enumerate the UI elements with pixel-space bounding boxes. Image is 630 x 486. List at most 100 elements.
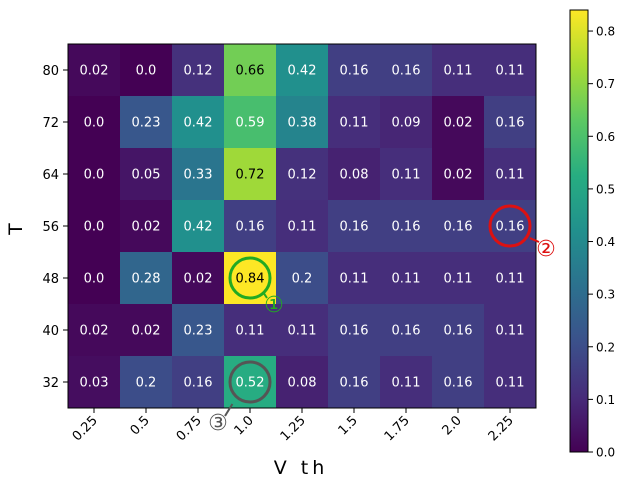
cell-value-label: 0.16 xyxy=(184,376,213,391)
cell-value-label: 0.0 xyxy=(84,116,105,131)
cell-value-label: 0.66 xyxy=(236,64,265,79)
cell-value-label: 0.11 xyxy=(392,376,421,391)
heatmap-cell xyxy=(484,304,537,357)
cell-value-label: 0.84 xyxy=(236,272,265,287)
heatmap-cell xyxy=(172,200,225,253)
heatmap-cell xyxy=(224,96,277,149)
heatmap-cell xyxy=(172,96,225,149)
cell-value-label: 0.16 xyxy=(496,220,525,235)
heatmap-cell xyxy=(328,356,381,409)
cell-value-label: 0.11 xyxy=(444,64,473,79)
heatmap-cell xyxy=(68,304,121,357)
cell-value-label: 0.02 xyxy=(444,168,473,183)
cell-value-label: 0.42 xyxy=(184,116,213,131)
x-tick-label: 0.5 xyxy=(128,413,153,438)
cell-value-label: 0.0 xyxy=(84,272,105,287)
annotation-leader-line xyxy=(529,237,540,243)
cell-value-label: 0.16 xyxy=(392,64,421,79)
x-tick-label: 1.5 xyxy=(336,413,361,438)
heatmap-cell xyxy=(484,96,537,149)
heatmap-cell xyxy=(120,148,173,201)
cell-value-label: 0.08 xyxy=(288,376,317,391)
heatmap-cells xyxy=(68,44,537,409)
cell-value-label: 0.03 xyxy=(80,376,109,391)
heatmap-cell xyxy=(276,304,329,357)
colorbar-tick-label: 0.3 xyxy=(596,288,615,302)
heatmap-cell xyxy=(120,356,173,409)
colorbar-tick-label: 0.6 xyxy=(596,130,615,144)
cell-value-label: 0.11 xyxy=(392,168,421,183)
cell-value-label: 0.11 xyxy=(288,220,317,235)
cell-value-label: 0.11 xyxy=(340,116,369,131)
cell-value-label: 0.05 xyxy=(132,168,161,183)
heatmap-cell xyxy=(224,356,277,409)
x-tick-label: 1.0 xyxy=(232,413,257,438)
colorbar-tick-label: 0.0 xyxy=(596,446,615,460)
x-axis-label: V th xyxy=(274,457,329,479)
heatmap-cell xyxy=(276,148,329,201)
annotation-marker: ① xyxy=(264,293,284,318)
x-tick-label: 0.75 xyxy=(174,413,205,444)
heatmap-cell xyxy=(328,44,381,97)
y-tick-label: 40 xyxy=(42,324,59,339)
annotations: ① ② ③ xyxy=(208,204,556,436)
cell-value-label: 0.28 xyxy=(132,272,161,287)
annotation-circle xyxy=(488,204,532,248)
colorbar-tick-label: 0.4 xyxy=(596,235,615,249)
heatmap-cell xyxy=(120,200,173,253)
heatmap-cell xyxy=(276,252,329,305)
heatmap-cell xyxy=(172,304,225,357)
cell-value-label: 0.02 xyxy=(184,272,213,287)
cell-value-label: 0.42 xyxy=(184,220,213,235)
annotation-marker: ③ xyxy=(208,411,228,436)
cell-value-label: 0.16 xyxy=(444,376,473,391)
cell-value-label: 0.12 xyxy=(184,64,213,79)
cell-value-label: 0.72 xyxy=(236,168,265,183)
x-tick-label: 0.25 xyxy=(70,413,101,444)
heatmap-cell xyxy=(120,96,173,149)
heatmap-cell xyxy=(328,200,381,253)
heatmap-cell xyxy=(68,148,121,201)
cell-value-label: 0.08 xyxy=(340,168,369,183)
y-tick-label: 56 xyxy=(42,220,59,235)
cell-value-label: 0.02 xyxy=(132,324,161,339)
cell-value-label: 0.0 xyxy=(84,220,105,235)
cell-value-label: 0.0 xyxy=(136,64,157,79)
cell-value-label: 0.0 xyxy=(84,168,105,183)
heatmap-cell xyxy=(68,44,121,97)
heatmap-cell xyxy=(68,200,121,253)
cell-value-label: 0.16 xyxy=(236,220,265,235)
heatmap-cell xyxy=(484,148,537,201)
heatmap-cell xyxy=(224,252,277,305)
colorbar-tick-label: 0.5 xyxy=(596,182,615,196)
x-tick-label: 2.0 xyxy=(440,413,465,438)
y-tick-label: 32 xyxy=(42,376,59,391)
heatmap-cell xyxy=(380,252,433,305)
y-axis-label: T xyxy=(5,223,27,236)
cell-value-label: 0.59 xyxy=(236,116,265,131)
heatmap-cell xyxy=(172,148,225,201)
cell-value-label: 0.02 xyxy=(132,220,161,235)
cell-value-label: 0.11 xyxy=(392,272,421,287)
cell-value-label: 0.23 xyxy=(132,116,161,131)
x-tick-label: 2.25 xyxy=(486,413,517,444)
cell-value-label: 0.38 xyxy=(288,116,317,131)
heatmap-cell xyxy=(328,304,381,357)
annotation-circle xyxy=(228,256,272,300)
cell-value-label: 0.11 xyxy=(340,272,369,287)
heatmap-cell xyxy=(172,44,225,97)
cell-value-label: 0.16 xyxy=(392,220,421,235)
cell-value-label: 0.11 xyxy=(288,324,317,339)
heatmap-cell xyxy=(224,44,277,97)
cell-value-label: 0.16 xyxy=(392,324,421,339)
heatmap-cell xyxy=(432,148,485,201)
heatmap-cell xyxy=(432,356,485,409)
colorbar-ticks: 0.0 0.1 0.2 0.3 0.4 0.5 0.6 0.7 0.8 xyxy=(588,25,615,460)
heatmap-cell xyxy=(432,96,485,149)
colorbar-tick-label: 0.7 xyxy=(596,77,615,91)
x-tick-label: 1.75 xyxy=(382,413,413,444)
cell-value-label: 0.2 xyxy=(136,376,157,391)
heatmap-cell xyxy=(328,148,381,201)
cell-value-label: 0.12 xyxy=(288,168,317,183)
